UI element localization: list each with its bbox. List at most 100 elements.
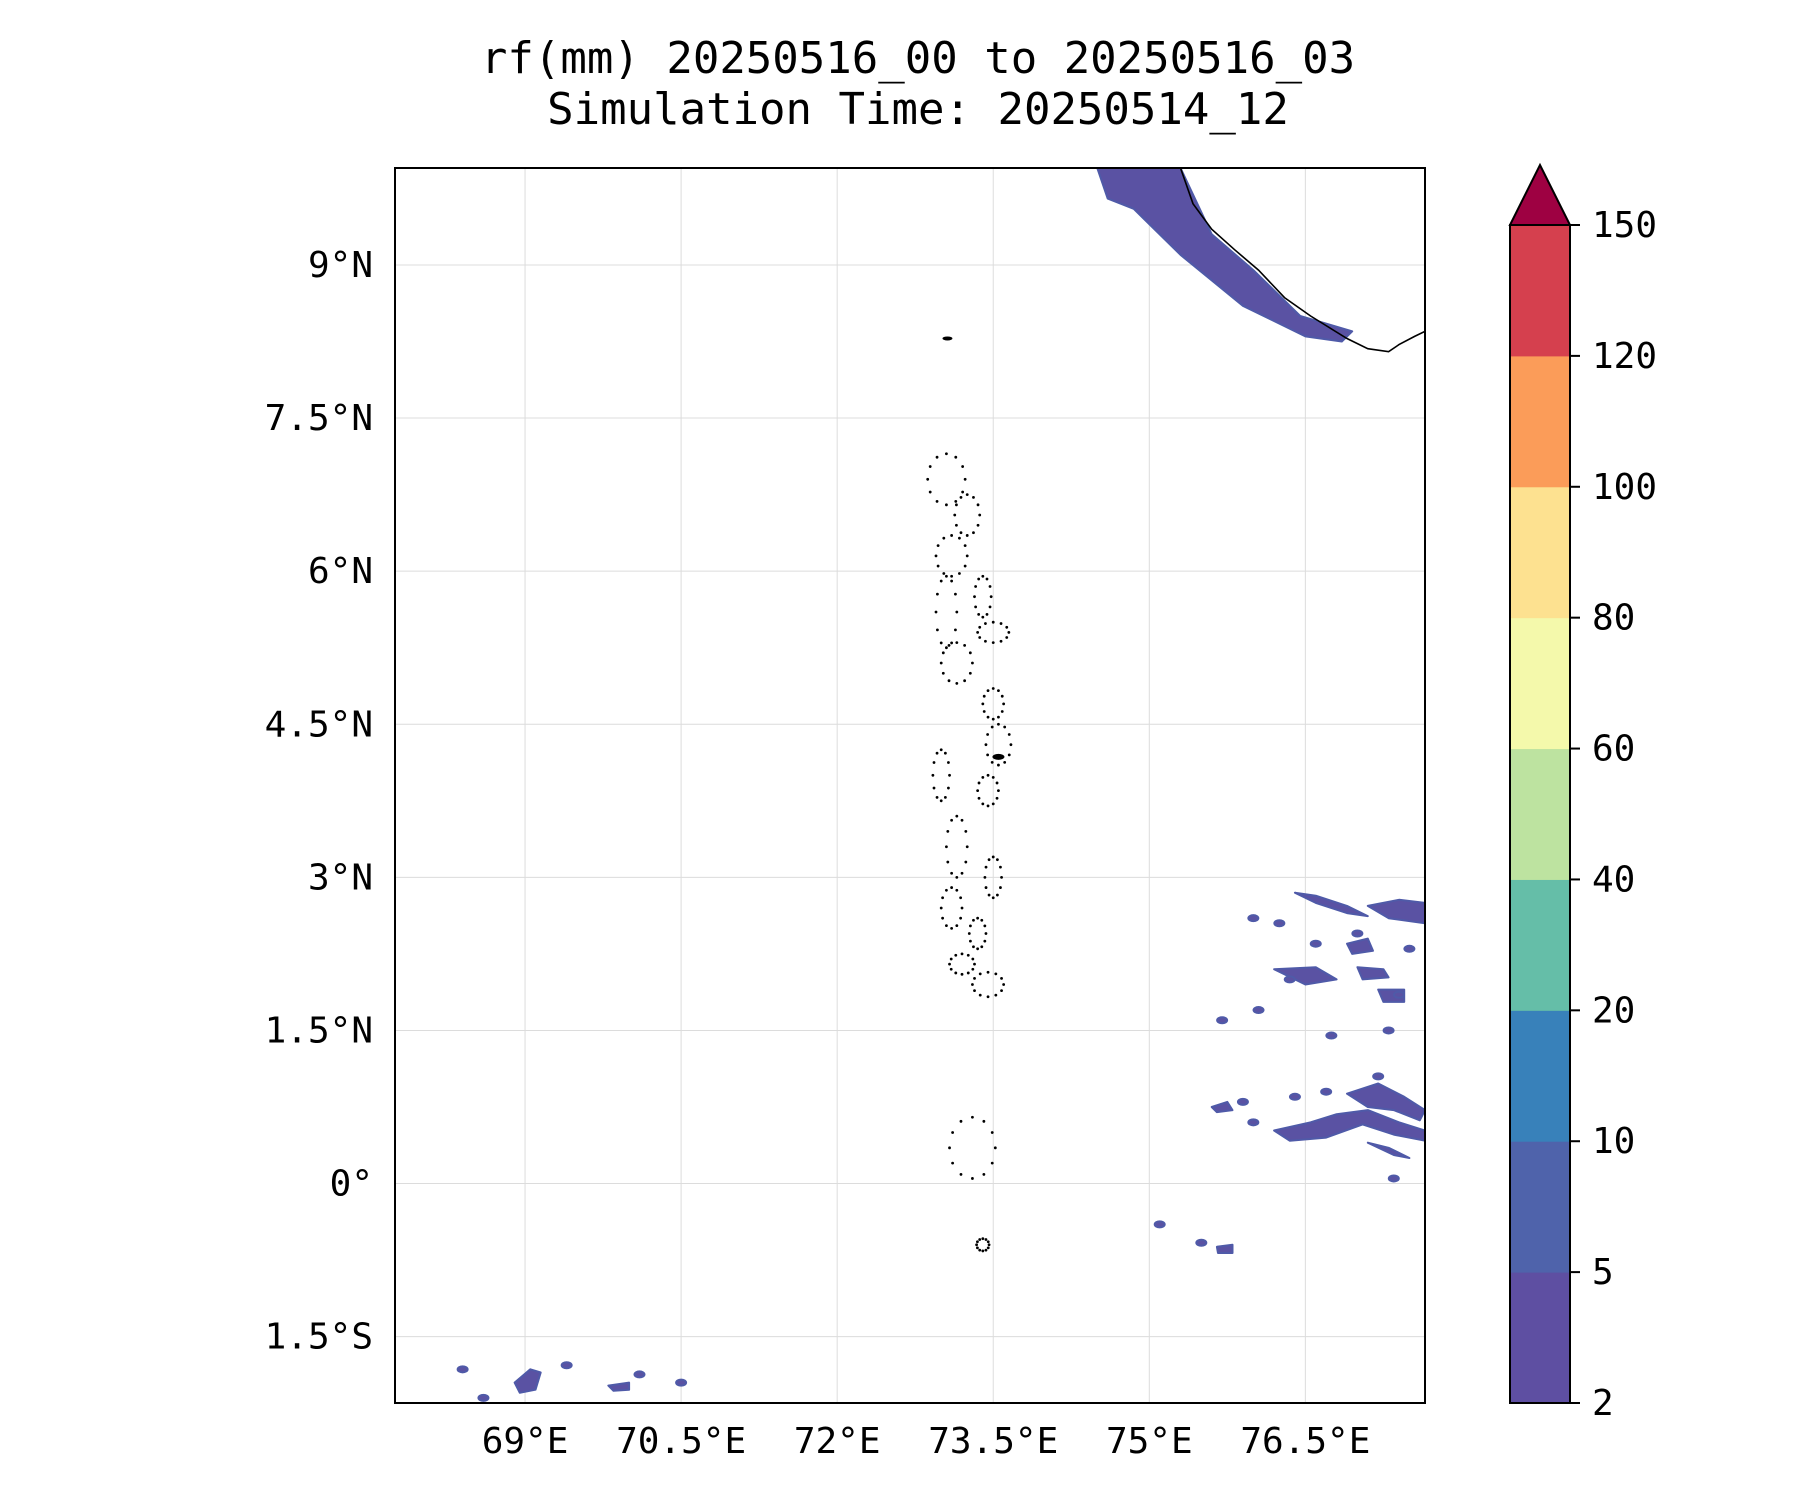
island-dot xyxy=(963,679,967,683)
colorbar-frame xyxy=(1509,224,1571,1404)
island-dot xyxy=(965,554,969,558)
y-tick-label: 1.5°N xyxy=(265,1010,373,1051)
islands-layer xyxy=(926,336,1013,1253)
island-dot xyxy=(969,924,972,928)
island-dot xyxy=(939,906,943,910)
rain-speck xyxy=(1403,944,1416,953)
colorbar-segment xyxy=(1510,355,1570,488)
island-dot xyxy=(981,574,985,578)
x-tick-label: 75°E xyxy=(1106,1421,1193,1462)
x-axis-ticks: 69°E 70.5°E 72°E 73.5°E 75°E 76.5°E xyxy=(482,1421,1371,1462)
island-dot xyxy=(985,612,989,616)
title-line-2: Simulation Time: 20250514_12 xyxy=(547,84,1289,135)
island-dot xyxy=(971,1115,974,1119)
island-dot xyxy=(928,490,932,494)
x-tick-label: 76.5°E xyxy=(1240,1421,1370,1462)
island-dot xyxy=(955,610,959,614)
island-dot xyxy=(950,886,954,889)
rain-speck xyxy=(1153,1220,1166,1229)
island-dot xyxy=(986,1246,990,1250)
island-dot xyxy=(960,952,964,956)
colorbar-tick-label: 20 xyxy=(1592,990,1635,1031)
island-dot xyxy=(931,773,935,777)
map-panel xyxy=(394,167,1426,1404)
rain-region-east-band-1 xyxy=(1293,891,1369,918)
island-dot xyxy=(955,875,959,879)
island-dot xyxy=(990,1161,994,1165)
island-dot xyxy=(973,977,976,980)
island-dot xyxy=(954,628,957,632)
rain-speck xyxy=(477,1393,490,1402)
rain-region-kerala-coast-band xyxy=(1096,168,1354,343)
island-dot xyxy=(990,760,994,764)
colorbar-tick-label: 120 xyxy=(1592,336,1657,377)
rain-speck xyxy=(1372,1072,1385,1081)
island-dot xyxy=(936,564,940,568)
rain-speck xyxy=(675,1378,688,1387)
island-dot xyxy=(991,717,995,721)
colorbar-segment xyxy=(1510,879,1570,1011)
island-dot xyxy=(936,544,940,548)
island-dot xyxy=(1000,710,1004,713)
island-dot xyxy=(1003,725,1007,729)
island-dot xyxy=(976,503,980,507)
island-dot xyxy=(1002,983,1006,986)
rain-speck xyxy=(1325,1031,1338,1040)
island-dot xyxy=(986,715,990,719)
island-dot xyxy=(999,886,1002,889)
rain-speck xyxy=(1320,1087,1333,1096)
island-dot xyxy=(999,865,1002,869)
island-dot xyxy=(972,918,975,922)
rain-speck xyxy=(1216,1016,1229,1025)
colorbar-tick-label: 100 xyxy=(1592,467,1657,508)
rain-speck xyxy=(1351,929,1364,938)
island-dot xyxy=(934,554,938,558)
island-dot xyxy=(959,1172,963,1176)
island-dot xyxy=(984,932,988,935)
rain-speck xyxy=(1273,919,1286,928)
island-dot xyxy=(960,871,964,875)
island-dot xyxy=(954,971,958,975)
island-dot xyxy=(981,615,985,619)
island-dot xyxy=(941,651,945,655)
island-dot xyxy=(973,962,976,966)
island-dot xyxy=(947,679,951,683)
island-dot xyxy=(1007,631,1011,634)
island-dot xyxy=(969,939,972,943)
island-dot xyxy=(971,967,975,971)
colorbar-segment xyxy=(1510,748,1570,880)
island-dot xyxy=(954,592,957,596)
island-dot xyxy=(941,916,945,920)
island-dot xyxy=(991,802,995,806)
island-dot xyxy=(976,1240,979,1244)
island-dot xyxy=(959,531,963,535)
island-dot xyxy=(965,534,969,537)
island-male xyxy=(992,753,1005,760)
island-dot xyxy=(978,513,982,517)
island-dot xyxy=(960,906,964,910)
island-dot xyxy=(974,605,978,609)
y-tick-label: 1.5°S xyxy=(265,1317,373,1358)
y-tick-label: 3°N xyxy=(308,857,373,898)
island-dot xyxy=(941,896,945,900)
island-dot xyxy=(999,639,1003,643)
island-dot xyxy=(941,671,945,675)
island-dot xyxy=(966,971,970,975)
island-dot xyxy=(934,610,938,614)
island-dot xyxy=(978,636,982,639)
x-tick-label: 70.5°E xyxy=(616,1421,746,1462)
island-dot xyxy=(951,1161,955,1165)
y-tick-label: 7.5°N xyxy=(265,398,373,439)
island-dot xyxy=(958,572,961,575)
island-dot xyxy=(987,893,991,897)
island-dot xyxy=(982,710,986,713)
island-dot xyxy=(950,641,954,645)
title-line-1: rf(mm) 20250516_00 to 20250516_03 xyxy=(481,33,1355,84)
rain-speck xyxy=(1247,1118,1260,1127)
island-dot xyxy=(978,993,982,997)
island-dot xyxy=(972,945,975,949)
island-dot xyxy=(950,579,954,583)
island-dot xyxy=(995,858,999,862)
island-dot xyxy=(977,796,981,800)
india-coastline xyxy=(1179,168,1425,353)
